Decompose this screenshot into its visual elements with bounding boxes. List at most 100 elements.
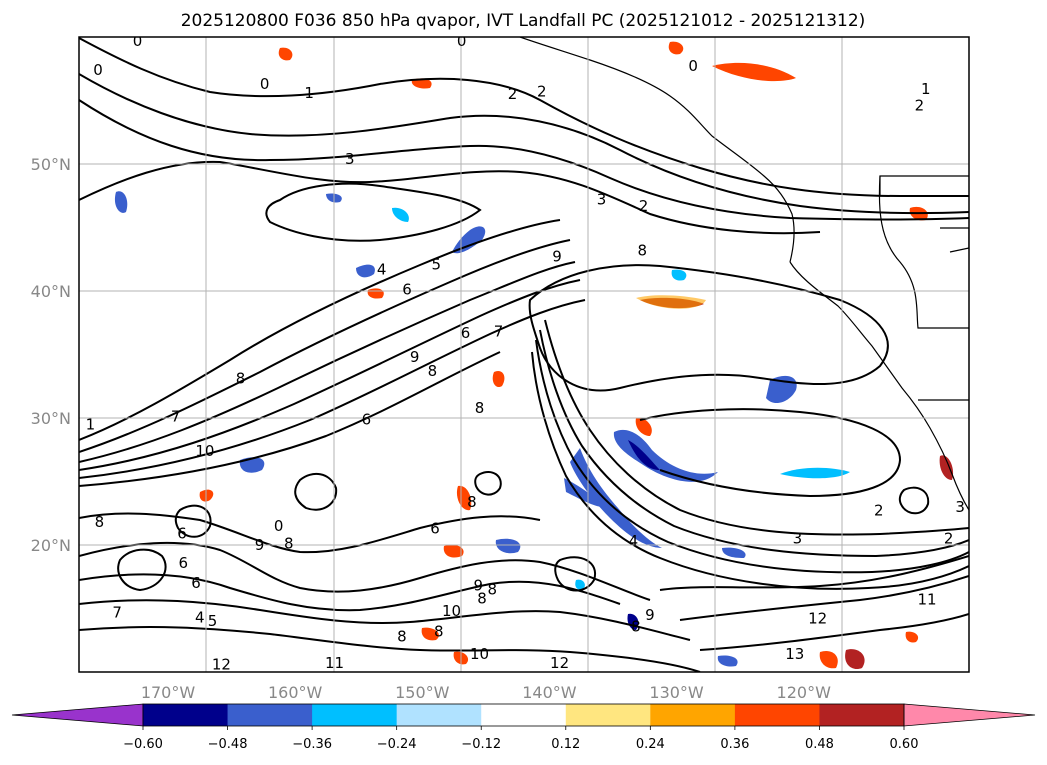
colorbar-segment bbox=[396, 704, 482, 726]
contour-label: 3 bbox=[793, 530, 803, 548]
colorbar-tick-label: −0.60 bbox=[123, 737, 163, 752]
contour-line bbox=[535, 339, 969, 574]
contour-label: 12 bbox=[212, 655, 231, 673]
contour-line bbox=[639, 408, 902, 498]
contour-label: 4 bbox=[377, 260, 387, 278]
contour-line bbox=[79, 37, 969, 197]
coastline bbox=[519, 37, 795, 263]
colorbar-segment bbox=[650, 704, 736, 726]
contour-label: 10 bbox=[442, 602, 461, 620]
colorbar-tick-label: 0.60 bbox=[890, 737, 919, 752]
contour-label: 9 bbox=[410, 348, 420, 366]
colorbar-frame bbox=[142, 703, 905, 727]
colorbar-segment bbox=[819, 704, 905, 726]
x-tick-label: 120°W bbox=[777, 683, 832, 702]
contour-line bbox=[79, 599, 691, 641]
shade-blob bbox=[570, 448, 662, 548]
contour-label: 12 bbox=[808, 610, 827, 628]
contour-line bbox=[79, 261, 576, 463]
contour-label: 8 bbox=[477, 589, 487, 607]
contour-label: 8 bbox=[467, 493, 477, 511]
contour-label: 9 bbox=[645, 606, 655, 624]
shade-blob bbox=[635, 417, 652, 436]
contour-label: 8 bbox=[637, 241, 647, 259]
coastlines bbox=[519, 37, 969, 511]
x-tick-label: 130°W bbox=[649, 683, 704, 702]
anomaly-shading bbox=[114, 41, 954, 670]
contour-label: 7 bbox=[112, 603, 122, 621]
contour-line bbox=[79, 299, 586, 479]
shade-blob bbox=[443, 544, 464, 558]
x-tick-label: 170°W bbox=[141, 683, 196, 702]
colorbar-tick-label: −0.48 bbox=[208, 737, 248, 752]
contour-label: 6 bbox=[461, 324, 471, 342]
contour-label: 0 bbox=[457, 32, 467, 50]
shade-blob bbox=[636, 295, 706, 309]
y-tick-labels: 20°N 30°N 40°N 50°N bbox=[31, 155, 71, 555]
shade-blob bbox=[671, 269, 687, 281]
x-tick-labels: 170°W 160°W 150°W 140°W 130°W 120°W bbox=[141, 683, 831, 702]
contour-line bbox=[265, 182, 482, 242]
shade-blob bbox=[905, 631, 919, 643]
contour-label: 8 bbox=[428, 362, 438, 380]
colorbar-tick-label: 0.36 bbox=[720, 737, 749, 752]
contour-label: 2 bbox=[639, 197, 649, 215]
contour-label: 5 bbox=[208, 612, 218, 630]
y-tick-label: 30°N bbox=[31, 409, 71, 428]
colorbar-segment bbox=[143, 704, 229, 726]
shade-blob bbox=[722, 547, 746, 558]
contour-label: 8 bbox=[397, 627, 407, 645]
contour-label: 2 bbox=[537, 83, 547, 101]
contour-line bbox=[174, 504, 212, 538]
shade-blob bbox=[668, 41, 684, 55]
gridlines bbox=[79, 37, 969, 672]
shade-blob bbox=[628, 440, 660, 470]
contour-line bbox=[79, 219, 561, 441]
contour-line bbox=[79, 99, 969, 221]
contour-line bbox=[294, 472, 338, 511]
contour-label: 6 bbox=[191, 574, 201, 592]
x-tick-label: 140°W bbox=[522, 683, 577, 702]
contour-label: 0 bbox=[133, 32, 143, 50]
shade-blob bbox=[392, 207, 409, 222]
contour-line bbox=[79, 73, 969, 215]
colorbar-segment bbox=[312, 704, 398, 726]
shade-blob bbox=[819, 650, 838, 669]
contour-label: 0 bbox=[274, 517, 284, 535]
contour-label: 2 bbox=[874, 502, 884, 520]
contour-label: 4 bbox=[629, 532, 639, 550]
colorbar-extend-high bbox=[903, 703, 1036, 727]
contour-label: 9 bbox=[255, 536, 265, 554]
shade-blob bbox=[939, 455, 954, 480]
contour-label: 8 bbox=[284, 535, 294, 553]
contour-label: 6 bbox=[178, 554, 188, 572]
contour-label: 8 bbox=[434, 622, 444, 640]
shade-blob bbox=[278, 47, 293, 61]
shade-blob bbox=[114, 191, 128, 213]
contour-label: 1 bbox=[304, 84, 314, 102]
chart-title: 2025120800 F036 850 hPa qvapor, IVT Land… bbox=[181, 11, 866, 31]
contour-label: 7 bbox=[171, 408, 181, 426]
shade-blob bbox=[712, 62, 796, 82]
coastline bbox=[878, 175, 969, 329]
shade-blob bbox=[613, 429, 718, 482]
contour-line bbox=[699, 613, 969, 651]
colorbar-segment bbox=[565, 704, 651, 726]
shade-blob bbox=[845, 649, 865, 670]
contour-line bbox=[659, 555, 969, 591]
shade-blob bbox=[717, 655, 738, 667]
coastline bbox=[940, 227, 969, 253]
contour-label: 4 bbox=[195, 608, 205, 626]
shade-blob bbox=[495, 538, 521, 554]
colorbar-tick-label: 0.12 bbox=[551, 737, 580, 752]
colorbar-tick-label: −0.24 bbox=[377, 737, 417, 752]
contour-label: 1 bbox=[86, 415, 96, 433]
colorbar-tick-label: −0.36 bbox=[292, 737, 332, 752]
shade-blob bbox=[452, 226, 486, 254]
shade-blob bbox=[356, 264, 375, 278]
contour-line bbox=[679, 575, 969, 621]
colorbar-tick-label: 0.48 bbox=[805, 737, 834, 752]
contour-line bbox=[539, 329, 969, 558]
